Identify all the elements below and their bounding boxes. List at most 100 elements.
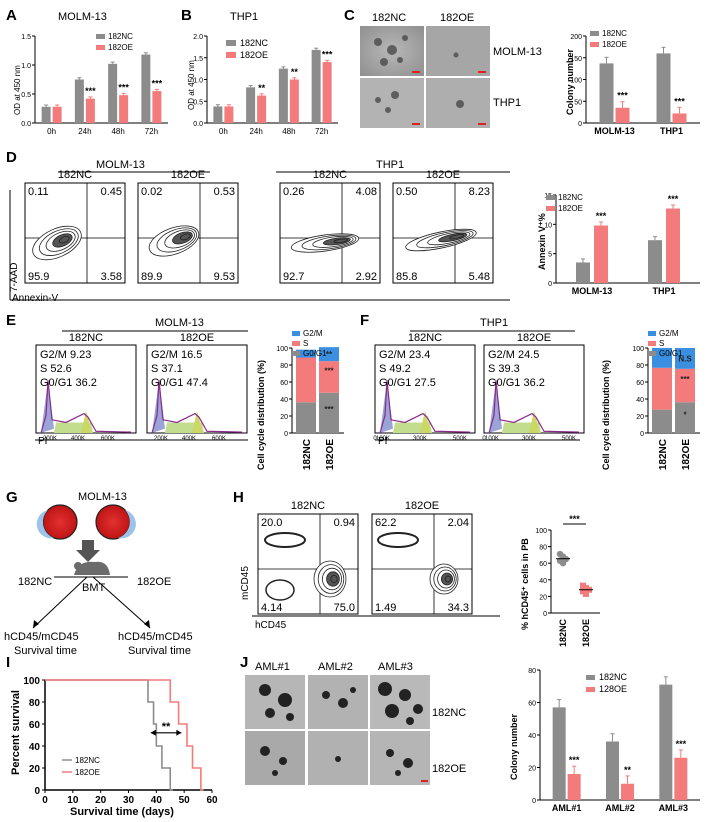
histogram-curve bbox=[151, 380, 243, 434]
significance-mark: ** bbox=[162, 721, 171, 733]
ytick-label: 1.0 bbox=[21, 63, 31, 70]
bar-nc bbox=[108, 63, 118, 123]
panel-c-col-nc: 182NC bbox=[372, 12, 406, 24]
panel-d-bars bbox=[576, 204, 680, 283]
contour-lobe bbox=[265, 579, 295, 601]
xtick-label: 40 bbox=[151, 795, 163, 806]
panel-j-ylabel: Colony number bbox=[509, 714, 519, 780]
ytick-label: 1.0 bbox=[193, 78, 203, 85]
xtick-label: 24h bbox=[78, 127, 91, 136]
ytick-label: 0.0 bbox=[21, 121, 31, 128]
quadrant-lr: 34.3 bbox=[448, 602, 469, 614]
significance-mark: *** bbox=[118, 82, 129, 92]
significance-mark: ** bbox=[624, 765, 632, 775]
panel-letter-j: J bbox=[240, 654, 248, 671]
ytick-label: 10 bbox=[544, 222, 552, 229]
significance-mark: *** bbox=[676, 739, 687, 749]
legend-label-g2m: G2/M bbox=[303, 329, 323, 338]
xtick-label: MOLM-13 bbox=[572, 286, 613, 296]
panel-letter-f: F bbox=[360, 312, 369, 329]
flow-plot: 182OE 62.2 2.04 1.49 34.3 bbox=[371, 500, 473, 615]
legend-swatch-s bbox=[292, 341, 300, 346]
significance-mark: ** bbox=[291, 67, 299, 77]
xtick-label: THP1 bbox=[652, 286, 675, 296]
bar-nc bbox=[278, 68, 288, 123]
colony bbox=[259, 684, 271, 696]
xtick-label: 30 bbox=[123, 795, 135, 806]
ytick-label: 20 bbox=[528, 766, 536, 773]
panel-c-ylabel: Colony number bbox=[565, 49, 575, 115]
panel-f-xlabel: PI bbox=[378, 436, 387, 447]
histogram-xtick: 300K bbox=[413, 436, 427, 442]
panel-j-row-nc: 182NC bbox=[432, 707, 466, 719]
xtick-label: 182NC bbox=[558, 619, 568, 648]
xtick-label: 10 bbox=[67, 795, 79, 806]
histogram-xtick: 500K bbox=[562, 436, 576, 442]
ytick-label: 5 bbox=[548, 252, 552, 259]
ytick-label: 60 bbox=[280, 380, 288, 387]
ytick-label: 20 bbox=[539, 594, 547, 601]
ytick-label: 0.0 bbox=[193, 121, 203, 128]
xtick-label: 48h bbox=[282, 127, 295, 136]
xtick-label: 50 bbox=[179, 795, 191, 806]
panel-g-arrowhead-left-icon bbox=[33, 620, 39, 628]
bar-oe bbox=[119, 95, 129, 123]
panel-h-xlabel: hCD45 bbox=[255, 620, 287, 631]
bar-nc bbox=[648, 240, 662, 283]
flow-plot-frame bbox=[279, 182, 381, 284]
ytick-label: 40 bbox=[539, 578, 547, 585]
panel-h-dots bbox=[556, 550, 593, 597]
panel-j-yticks: 0 20 40 60 80 bbox=[528, 668, 700, 805]
quadrant-ul: 62.2 bbox=[375, 517, 396, 529]
xtick-label: 48h bbox=[111, 127, 124, 136]
quadrant-ur: 0.53 bbox=[214, 186, 235, 198]
bar-oe bbox=[615, 107, 630, 123]
panel-g-arrowhead-right-icon bbox=[144, 620, 150, 628]
panel-f-stacked-bars bbox=[652, 347, 695, 433]
flow-plot-frame bbox=[257, 513, 359, 615]
panel-a-legend-oe: 182OE bbox=[108, 43, 133, 52]
ytick-label: 80 bbox=[280, 363, 288, 370]
colony bbox=[350, 687, 356, 693]
panel-g-cell-1-nucleus-icon bbox=[36, 510, 54, 539]
s-value: S 39.3 bbox=[488, 363, 520, 375]
arrowhead-right-icon bbox=[176, 729, 182, 736]
ytick-label: 80 bbox=[29, 698, 41, 709]
significance-g0g1: * bbox=[683, 411, 687, 420]
panel-a-legend-oe-swatch bbox=[96, 45, 105, 50]
significance-s: *** bbox=[680, 375, 690, 384]
dot-oe bbox=[583, 590, 589, 597]
colony bbox=[260, 746, 270, 756]
flow-plot-label: 182OE bbox=[426, 169, 460, 181]
flow-plot: 182NC 20.0 0.94 4.14 75.0 bbox=[257, 500, 359, 615]
panel-j-legend-oe: 128OE bbox=[599, 684, 627, 694]
g2m-peak bbox=[81, 411, 92, 433]
panel-h-ylabel: mCD45 bbox=[240, 566, 251, 600]
g2m-peak bbox=[420, 411, 431, 433]
quadrant-ur: 8.23 bbox=[469, 186, 490, 198]
panel-j-legend-nc: 182NC bbox=[599, 672, 628, 682]
panel-h-flow-plots: 182NC 20.0 0.94 4.14 75.0 182OE 62.2 2.04 1.49 34… bbox=[257, 500, 473, 615]
panel-j-col-2: AML#2 bbox=[318, 661, 353, 673]
ytick-label: 40 bbox=[280, 397, 288, 404]
significance-mark: *** bbox=[596, 211, 607, 221]
quadrant-lr: 5.48 bbox=[469, 271, 490, 283]
quadrant-ul: 0.50 bbox=[396, 186, 417, 198]
colony bbox=[279, 757, 287, 765]
legend-label-g0g1: G0/G1 bbox=[303, 349, 327, 358]
flow-plot-frame bbox=[371, 513, 473, 615]
ytick-label: 20 bbox=[29, 764, 41, 775]
histogram-curve bbox=[40, 380, 132, 434]
stack-g0g1 bbox=[652, 409, 672, 433]
ytick-label: 0 bbox=[640, 431, 644, 438]
colony-image bbox=[308, 675, 368, 729]
panel-c-legend-oe-swatch bbox=[590, 42, 599, 47]
panel-c-legend-nc: 182NC bbox=[602, 29, 627, 38]
panel-a-xticks: 0h 24h 48h 72h bbox=[47, 127, 158, 136]
panel-d-xlabel: Annexin-V bbox=[12, 293, 58, 304]
panel-j-row-oe: 182OE bbox=[432, 763, 466, 775]
panel-j-significance: ******** bbox=[569, 739, 687, 775]
panel-a-title: MOLM-13 bbox=[58, 11, 107, 23]
ytick-label: 0.5 bbox=[193, 99, 203, 106]
histogram-label: 182OE bbox=[517, 332, 551, 344]
